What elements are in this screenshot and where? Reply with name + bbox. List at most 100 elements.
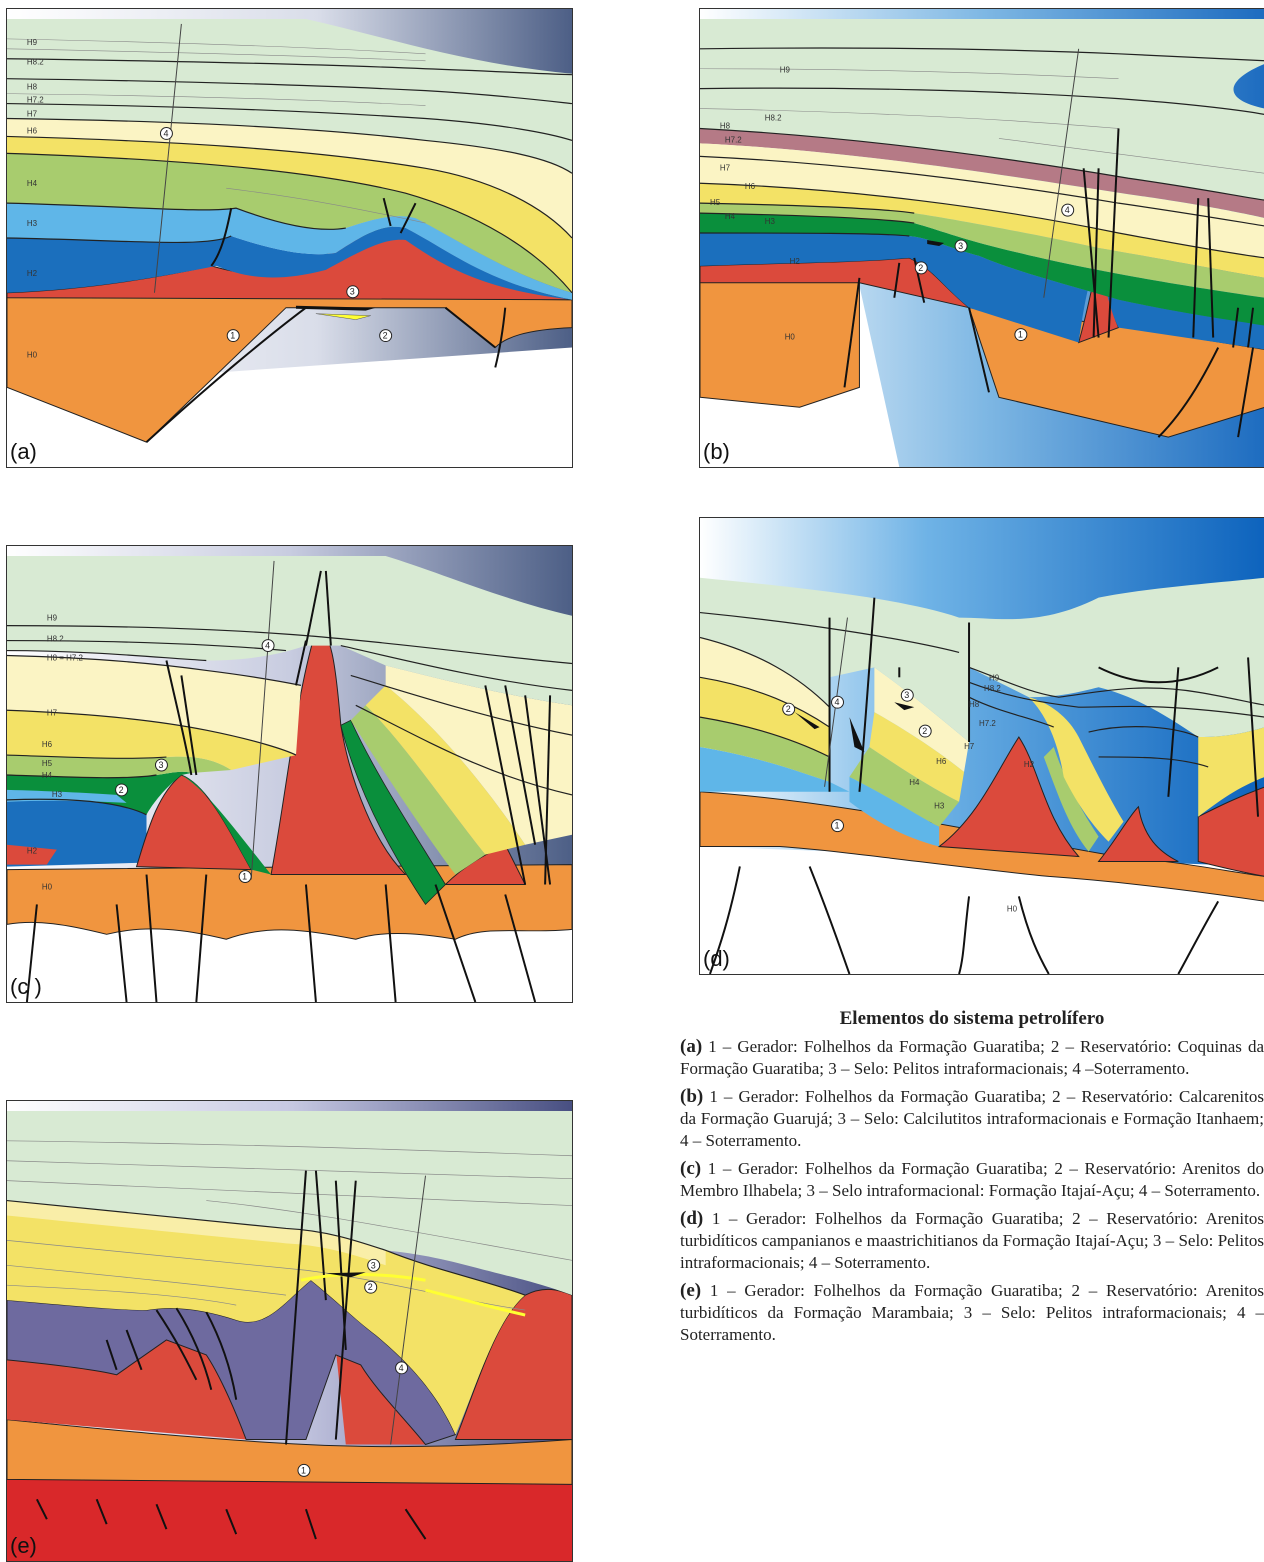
horizon-label-h4: H4 xyxy=(909,778,920,787)
svg-text:4: 4 xyxy=(835,697,840,707)
horizon-label-h2: H2 xyxy=(27,269,38,278)
horizon-label-h9: H9 xyxy=(27,38,38,47)
horizon-label-h6: H6 xyxy=(936,757,947,766)
horizon-label-h8-2: H8.2 xyxy=(27,58,44,67)
callout-4: 4 xyxy=(831,695,844,709)
svg-text:1: 1 xyxy=(301,1465,306,1475)
callout-2: 2 xyxy=(782,702,796,716)
horizon-label-h6: H6 xyxy=(42,740,53,749)
svg-text:3: 3 xyxy=(350,287,355,297)
horizon-label-h8: H8 xyxy=(969,700,980,709)
legend-label-c: (c) xyxy=(680,1158,702,1179)
callout-4: 4 xyxy=(1061,203,1075,217)
cross-section-panel-d: H9 H8.2 H8 H7.2 H7 H6 H4 H3 H2 H0 1 2 2 … xyxy=(699,517,1264,975)
svg-text:2: 2 xyxy=(368,1282,373,1292)
legend-text-c: 1 – Gerador: Folhelhos da Formação Guara… xyxy=(680,1159,1264,1200)
petroleum-system-legend: Elementos do sistema petrolífero (a) 1 –… xyxy=(680,1008,1264,1352)
horizon-label-h3: H3 xyxy=(934,802,945,811)
horizon-label-h9: H9 xyxy=(780,66,791,75)
horizon-label-h0: H0 xyxy=(785,333,796,342)
horizon-label-h3: H3 xyxy=(52,790,63,799)
callout-3: 3 xyxy=(346,285,360,299)
horizon-label-h9: H9 xyxy=(47,614,58,623)
svg-text:4: 4 xyxy=(399,1363,404,1373)
callout-4: 4 xyxy=(261,639,275,653)
callout-1: 1 xyxy=(226,329,240,343)
callout-3: 3 xyxy=(154,758,168,772)
cross-section-panel-a: H9 H8.2 H8 H7.2 H7 H6 H4 H3 H2 H0 1 2 3 … xyxy=(6,8,573,468)
svg-text:4: 4 xyxy=(163,128,168,138)
horizon-label-h7-2: H7.2 xyxy=(979,719,996,728)
callout-4: 4 xyxy=(159,126,173,140)
callout-2-second: 2 xyxy=(918,724,932,738)
svg-text:1: 1 xyxy=(242,872,247,882)
cross-section-panel-e: 1 2 3 4 (e) xyxy=(6,1100,573,1562)
cross-section-panel-b: H9 H8.2 H8 H7.2 H7 H6 H5 H4 H3 H2 H0 1 2… xyxy=(699,8,1264,468)
horizon-label-h5: H5 xyxy=(710,198,721,207)
legend-text-d: 1 – Gerador: Folhelhos da Formação Guara… xyxy=(680,1209,1264,1272)
legend-label-d: (d) xyxy=(680,1208,704,1229)
horizon-label-h6: H6 xyxy=(745,182,756,191)
svg-text:1: 1 xyxy=(835,821,840,831)
horizon-label-h9: H9 xyxy=(989,673,1000,682)
horizon-label-h7: H7 xyxy=(720,163,731,172)
cross-section-a-drawing: H9 H8.2 H8 H7.2 H7 H6 H4 H3 H2 H0 1 2 3 … xyxy=(7,9,572,467)
horizon-label-h4: H4 xyxy=(42,771,53,780)
callout-2: 2 xyxy=(364,1280,378,1294)
svg-text:2: 2 xyxy=(922,726,927,736)
horizon-label-h7: H7 xyxy=(47,708,58,717)
legend-item-c: (c) 1 – Gerador: Folhelhos da Formação G… xyxy=(680,1158,1264,1202)
horizon-label-h4: H4 xyxy=(27,179,38,188)
callout-1: 1 xyxy=(297,1463,311,1477)
legend-text-e: 1 – Gerador: Folhelhos da Formação Guara… xyxy=(680,1281,1264,1344)
horizon-label-h2: H2 xyxy=(27,847,38,856)
horizon-label-h0: H0 xyxy=(27,350,38,359)
horizon-label-h8: H8 xyxy=(27,83,38,92)
svg-text:1: 1 xyxy=(230,331,235,341)
svg-text:3: 3 xyxy=(158,760,163,770)
panel-letter-b: (b) xyxy=(703,439,730,464)
horizon-label-h7: H7 xyxy=(27,110,38,119)
callout-3: 3 xyxy=(367,1258,381,1272)
callout-3: 3 xyxy=(900,688,914,702)
horizon-label-h3: H3 xyxy=(765,217,776,226)
horizon-label-h3: H3 xyxy=(27,219,38,228)
horizon-label-h7-2: H7.2 xyxy=(27,96,44,105)
svg-text:3: 3 xyxy=(904,690,909,700)
panel-letter-a: (a) xyxy=(10,439,37,464)
horizon-label-h8-2: H8.2 xyxy=(984,684,1001,693)
horizon-label-h8-2: H8.2 xyxy=(765,114,782,123)
panel-letter-d: (d) xyxy=(703,946,730,971)
legend-label-a: (a) xyxy=(680,1036,703,1057)
legend-item-d: (d) 1 – Gerador: Folhelhos da Formação G… xyxy=(680,1208,1264,1274)
cross-section-panel-c: H9 H8.2 H8 = H7.2 H7 H6 H5 H4 H3 H2 H0 1… xyxy=(6,545,573,1003)
legend-label-b: (b) xyxy=(680,1086,704,1107)
svg-text:2: 2 xyxy=(918,263,923,273)
horizon-label-h5: H5 xyxy=(42,759,53,768)
horizon-label-h8-2: H8.2 xyxy=(47,635,64,644)
callout-1: 1 xyxy=(1014,328,1028,342)
callout-4: 4 xyxy=(395,1361,409,1375)
callout-3: 3 xyxy=(954,239,968,253)
horizon-label-h4: H4 xyxy=(725,212,736,221)
callout-1: 1 xyxy=(238,870,252,884)
cross-section-e-drawing: 1 2 3 4 xyxy=(7,1101,572,1561)
horizon-label-h0: H0 xyxy=(1007,904,1018,913)
callout-1: 1 xyxy=(831,819,844,833)
legend-item-a: (a) 1 – Gerador: Folhelhos da Formação G… xyxy=(680,1036,1264,1080)
horizon-label-h2: H2 xyxy=(790,257,801,266)
cross-section-b-drawing: H9 H8.2 H8 H7.2 H7 H6 H5 H4 H3 H2 H0 1 2… xyxy=(700,9,1264,467)
legend-title: Elementos do sistema petrolífero xyxy=(839,1008,1105,1029)
svg-text:3: 3 xyxy=(958,241,963,251)
horizon-label-h2: H2 xyxy=(1024,760,1035,769)
legend-text-b: 1 – Gerador: Folhelhos da Formação Guara… xyxy=(680,1087,1264,1150)
horizon-label-h7-2: H7.2 xyxy=(725,135,742,144)
cross-section-c-drawing: H9 H8.2 H8 = H7.2 H7 H6 H5 H4 H3 H2 H0 1… xyxy=(7,546,572,1002)
svg-text:3: 3 xyxy=(371,1260,376,1270)
horizon-label-h8: H8 xyxy=(720,121,731,130)
cross-section-d-drawing: H9 H8.2 H8 H7.2 H7 H6 H4 H3 H2 H0 1 2 2 … xyxy=(700,518,1264,974)
horizon-label-h0: H0 xyxy=(42,882,53,891)
svg-text:2: 2 xyxy=(383,331,388,341)
legend-item-b: (b) 1 – Gerador: Folhelhos da Formação G… xyxy=(680,1086,1264,1152)
horizon-label-h8-h7-2: H8 = H7.2 xyxy=(47,654,84,663)
